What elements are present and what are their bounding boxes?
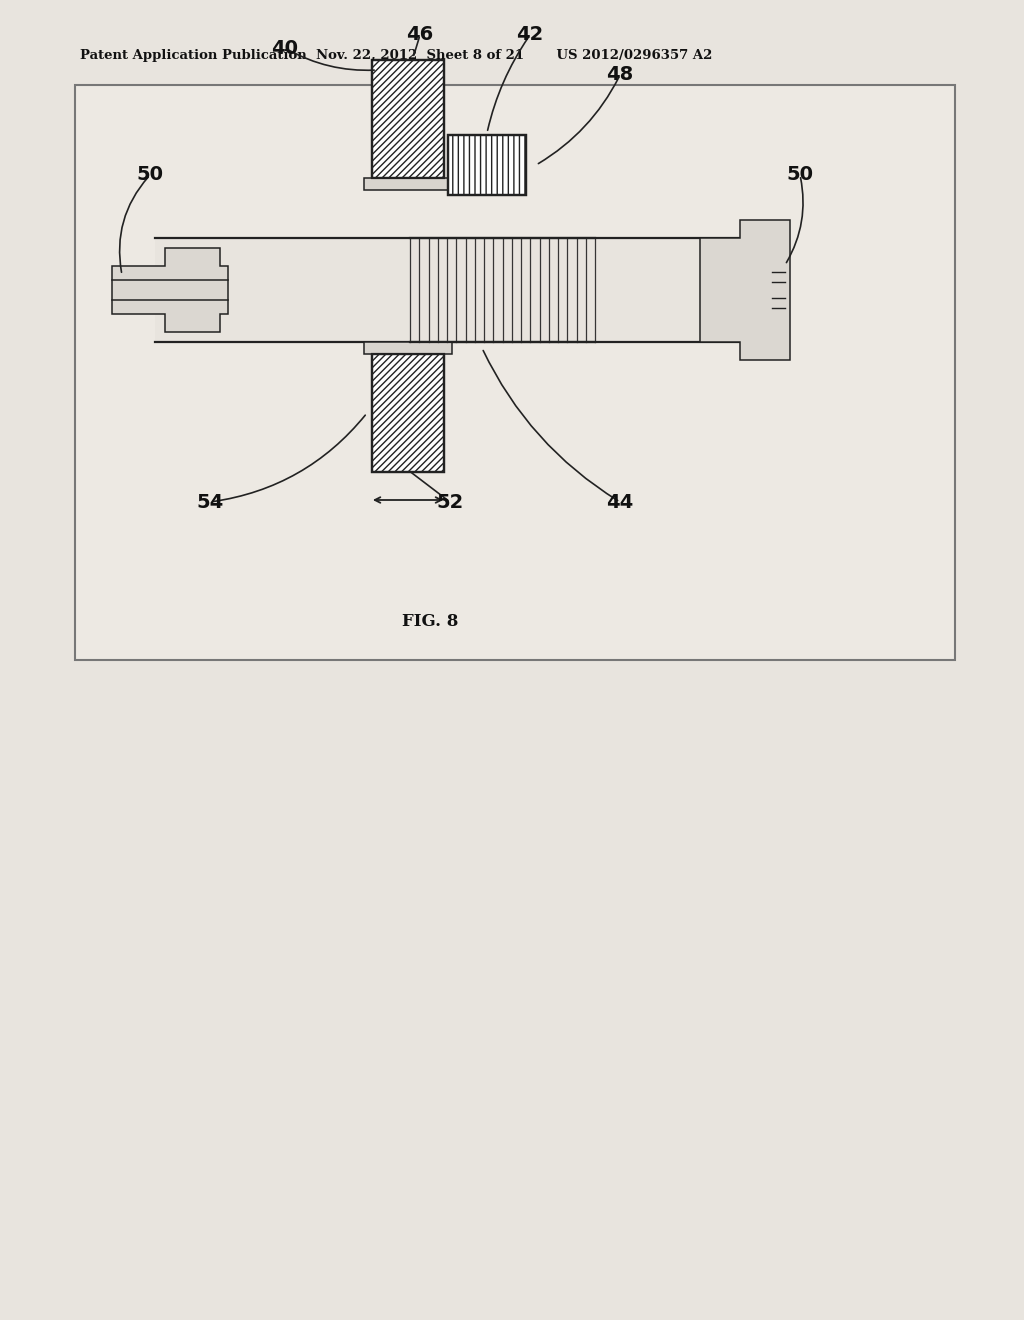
Bar <box>372 59 444 178</box>
Text: 46: 46 <box>407 25 433 45</box>
Text: FIG. 8: FIG. 8 <box>401 614 458 631</box>
Polygon shape <box>700 220 790 360</box>
Bar <box>75 84 955 660</box>
Bar <box>449 135 526 195</box>
Bar <box>372 59 444 178</box>
Bar <box>372 354 444 473</box>
Polygon shape <box>112 248 228 333</box>
Text: 42: 42 <box>516 25 544 45</box>
Bar <box>449 135 526 195</box>
Bar <box>364 342 452 354</box>
Text: 44: 44 <box>606 492 634 511</box>
Text: 54: 54 <box>197 492 223 511</box>
Bar <box>155 238 740 342</box>
Text: 50: 50 <box>786 165 813 185</box>
Text: 40: 40 <box>271 38 299 58</box>
Text: Patent Application Publication  Nov. 22, 2012  Sheet 8 of 21       US 2012/02963: Patent Application Publication Nov. 22, … <box>80 49 713 62</box>
Text: 48: 48 <box>606 66 634 84</box>
Bar <box>372 354 444 473</box>
Text: 52: 52 <box>436 492 464 511</box>
Bar <box>364 178 452 190</box>
Text: 50: 50 <box>136 165 164 185</box>
